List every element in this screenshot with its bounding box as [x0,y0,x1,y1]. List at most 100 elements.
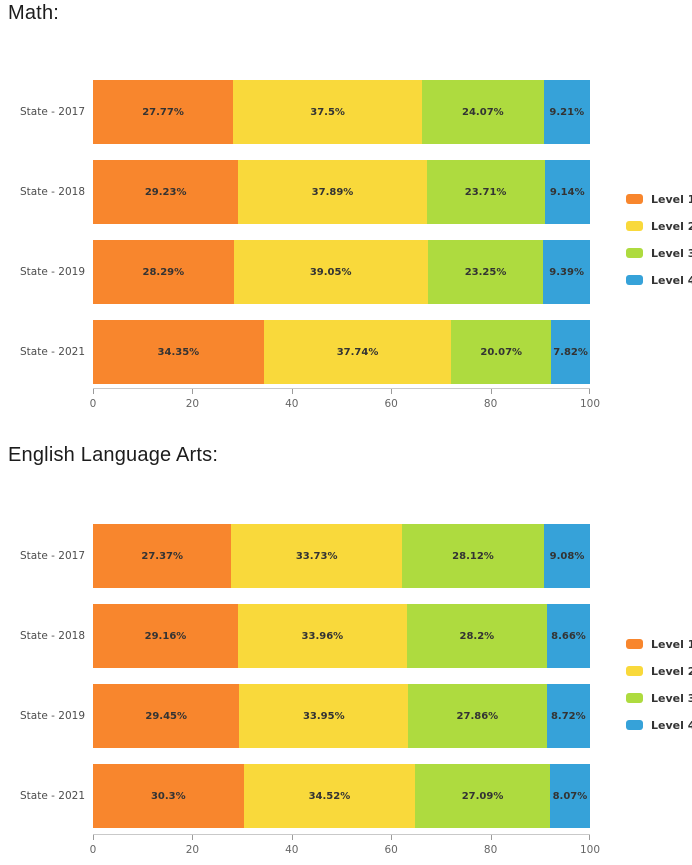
bar-row-state---2018: State - 2018 29.16% 33.96% 28.2% 8.66% [20,604,590,668]
category-label: State - 2017 [20,550,85,562]
category-label: State - 2021 [20,346,85,358]
legend-swatch-level-1 [626,194,643,204]
axis-tick-label: 100 [579,844,601,856]
axis-tick-label: 60 [384,844,398,856]
legend-item-level-2[interactable]: Level 2 [626,664,692,678]
math-x-axis: 0 20 40 60 80 100 [89,388,600,418]
category-label: State - 2018 [20,186,85,198]
legend-label: Level 1 [651,192,692,206]
math-bar-area: State - 2017 27.77% 37.5% 24.07% 9.21% State … [20,80,590,400]
math-legend: Level 1 Level 2 Level 3 Level 4 [626,192,692,302]
legend-item-level-4[interactable]: Level 4 [626,273,692,287]
bar-segment-level-1[interactable]: 34.35% [93,320,264,384]
axis-tick [291,389,293,394]
bar-segment-level-4[interactable]: 9.21% [543,80,590,144]
category-label: State - 2019 [20,266,85,278]
bar-segment-level-3[interactable]: 27.86% [408,684,547,748]
legend-item-level-3[interactable]: Level 3 [626,691,692,705]
axis-tick-label: 20 [185,398,200,410]
bar-segment-level-1[interactable]: 29.16% [93,604,238,668]
legend-label: Level 3 [651,246,692,260]
bar-segment-level-2[interactable]: 37.5% [233,80,423,144]
bar-segment-level-4[interactable]: 8.72% [546,684,590,748]
axis-tick [391,835,393,840]
bar-segment-level-3[interactable]: 28.2% [406,604,547,668]
axis-tick [589,389,590,394]
bar-segment-level-3[interactable]: 23.71% [426,160,545,224]
bar-segment-level-3[interactable]: 28.12% [401,524,545,588]
axis-tick [291,835,293,840]
legend-label: Level 2 [651,219,692,233]
legend-label: Level 4 [651,273,692,287]
axis-tick-label: 80 [483,398,498,410]
bar-segment-level-4[interactable]: 8.66% [546,604,590,668]
bar-segment-level-4[interactable]: 9.08% [544,524,590,588]
category-label: State - 2018 [20,630,85,642]
bar-segment-level-2[interactable]: 33.96% [237,604,407,668]
bar-segment-level-2[interactable]: 33.73% [231,524,402,588]
legend-swatch-level-3 [626,248,643,258]
legend-item-level-3[interactable]: Level 3 [626,246,692,260]
legend-swatch-level-4 [626,720,643,730]
bar-segment-level-4[interactable]: 8.07% [549,764,590,828]
ela-legend: Level 1 Level 2 Level 3 Level 4 [626,637,692,747]
bar-row-state---2021: State - 2021 34.35% 37.74% 20.07% 7.82% [20,320,590,384]
legend-label: Level 3 [651,691,692,705]
legend-item-level-4[interactable]: Level 4 [626,719,692,732]
axis-tick [93,389,94,394]
bar-segment-level-2[interactable]: 39.05% [233,240,428,304]
bar-row-state---2019: State - 2019 28.29% 39.05% 23.25% 9.39% [20,240,590,304]
axis-tick-label: 0 [89,398,97,410]
bar-segment-level-1[interactable]: 28.29% [93,240,234,304]
legend-label: Level 1 [651,637,692,651]
bar-segment-level-3[interactable]: 27.09% [415,764,550,828]
math-chart-title: Math: [8,2,60,24]
axis-tick [192,835,194,840]
legend-swatch-level-2 [626,666,643,676]
bar-segment-level-3[interactable]: 23.25% [427,240,544,304]
axis-tick-label: 100 [579,398,601,410]
legend-item-level-2[interactable]: Level 2 [626,219,692,233]
bar-segment-level-1[interactable]: 30.3% [93,764,244,828]
bar-segment-level-1[interactable]: 27.77% [93,80,234,144]
legend-item-level-1[interactable]: Level 1 [626,637,692,651]
bar-row-state---2017: State - 2017 27.77% 37.5% 24.07% 9.21% [20,80,590,144]
legend-swatch-level-2 [626,221,643,231]
axis-line [93,388,590,389]
bar-segment-level-1[interactable]: 27.37% [93,524,232,588]
axis-tick [589,835,590,840]
bar-segment-level-2[interactable]: 37.89% [238,160,427,224]
ela-chart-title: English Language Arts: [8,444,219,466]
bar-segment-level-2[interactable]: 37.74% [263,320,452,384]
bar-row-state---2021: State - 2021 30.3% 34.52% 27.09% 8.07% [20,764,590,828]
ela-bar-area: State - 2017 27.37% 33.73% 28.12% 9.08% State… [20,524,590,844]
legend-swatch-level-4 [626,275,643,285]
bar-segment-level-1[interactable]: 29.45% [93,684,240,748]
bar-segment-level-4[interactable]: 9.39% [543,240,590,304]
axis-tick-label: 40 [285,844,299,856]
category-label: State - 2017 [20,106,85,118]
bar-segment-level-2[interactable]: 34.52% [243,764,416,828]
bar-row-state---2018: State - 2018 29.23% 37.89% 23.71% 9.14% [20,160,590,224]
category-label: State - 2019 [20,710,85,722]
bar-segment-level-2[interactable]: 33.95% [239,684,409,748]
bar-segment-level-4[interactable]: 7.82% [551,320,590,384]
legend-swatch-level-3 [626,693,643,703]
bar-segment-level-3[interactable]: 20.07% [451,320,552,384]
axis-tick [93,835,94,840]
axis-tick [391,389,393,394]
legend-label: Level 2 [651,664,692,678]
legend-item-level-1[interactable]: Level 1 [626,192,692,206]
axis-tick-label: 60 [384,398,398,410]
bar-segment-level-4[interactable]: 9.14% [544,160,590,224]
axis-line [93,834,590,835]
axis-tick [490,835,492,840]
bar-segment-level-1[interactable]: 29.23% [93,160,239,224]
bar-segment-level-3[interactable]: 24.07% [422,80,544,144]
bar-row-state---2019: State - 2019 29.45% 33.95% 27.86% 8.72% [20,684,590,748]
axis-tick [490,389,492,394]
axis-tick [192,389,194,394]
category-label: State - 2021 [20,790,85,802]
legend-swatch-level-1 [626,639,643,649]
bar-row-state---2017: State - 2017 27.37% 33.73% 28.12% 9.08% [20,524,590,588]
